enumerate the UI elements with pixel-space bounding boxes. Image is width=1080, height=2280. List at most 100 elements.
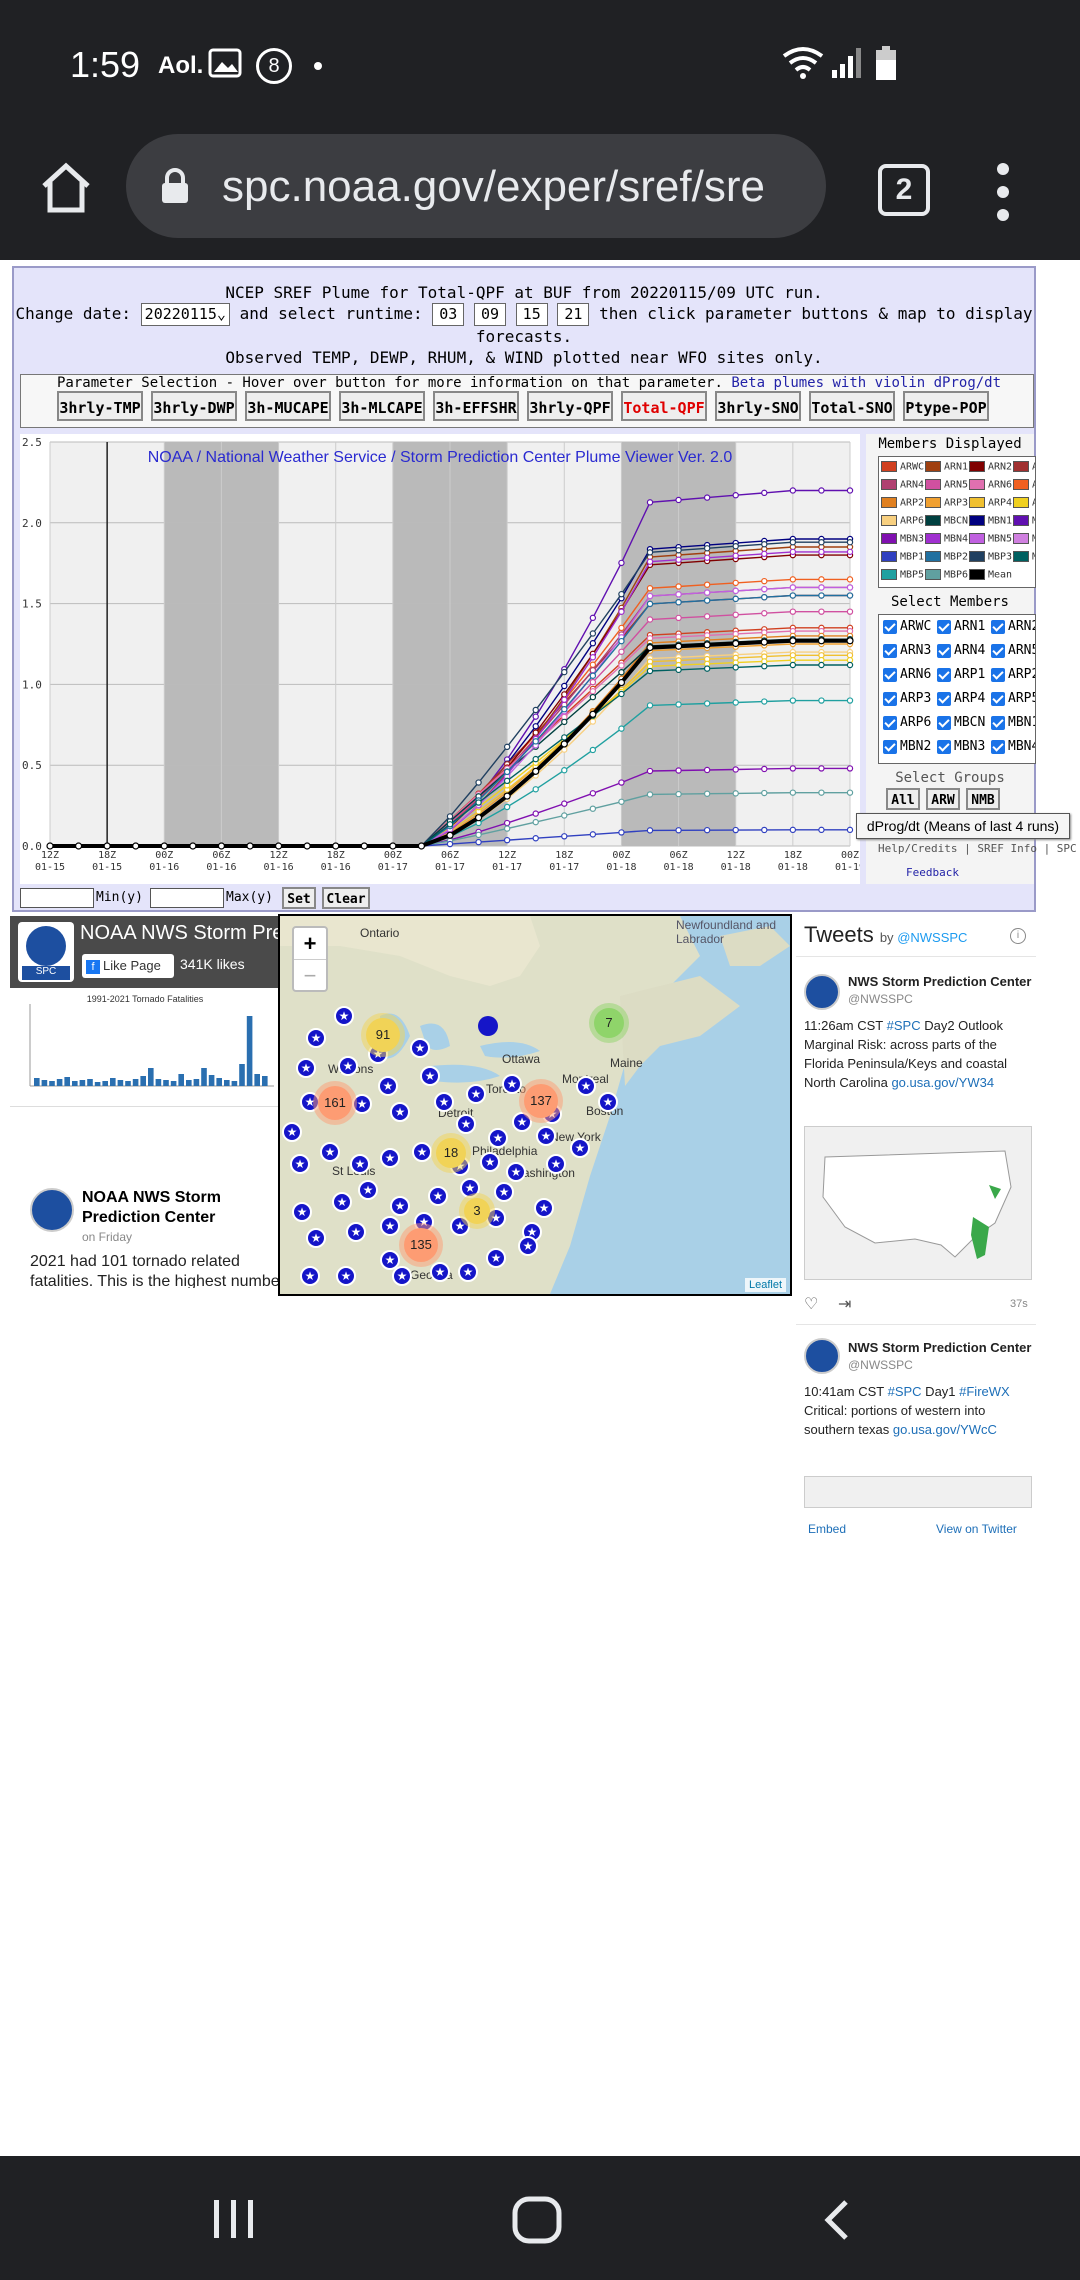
wfo-station-marker[interactable]: ★ xyxy=(306,1028,326,1048)
leaflet-attribution-link[interactable]: Leaflet xyxy=(744,1278,786,1292)
hashtag-link[interactable]: #SPC xyxy=(886,1018,921,1033)
wfo-station-marker[interactable]: ★ xyxy=(292,1202,312,1222)
fb-page-name[interactable]: NOAA NWS Storm Pre... xyxy=(80,922,280,944)
wfo-station-marker[interactable]: ★ xyxy=(518,1236,538,1256)
feedback-link[interactable]: Feedback xyxy=(906,866,959,879)
wfo-station-marker[interactable]: ★ xyxy=(290,1154,310,1174)
member-checkbox[interactable]: ARN3 xyxy=(883,643,931,658)
wfo-station-marker[interactable]: ★ xyxy=(334,1006,354,1026)
wfo-station-marker[interactable]: ★ xyxy=(336,1266,356,1286)
wfo-station-marker[interactable]: ★ xyxy=(380,1148,400,1168)
member-checkbox[interactable]: MBCN xyxy=(937,715,985,730)
member-checkbox[interactable]: ARN6 xyxy=(883,667,931,682)
wfo-station-marker[interactable]: ★ xyxy=(420,1066,440,1086)
cluster-7[interactable]: 7 xyxy=(594,1008,624,1038)
runtime-21-button[interactable]: 21 xyxy=(557,303,590,326)
wfo-station-marker[interactable]: ★ xyxy=(346,1222,366,1242)
fb-post-author[interactable]: NOAA NWS Storm Prediction Center xyxy=(82,1189,221,1226)
wfo-station-marker[interactable]: ★ xyxy=(358,1180,378,1200)
wfo-station-marker[interactable]: ★ xyxy=(460,1178,480,1198)
wfo-station-marker[interactable]: ★ xyxy=(536,1126,556,1146)
wfo-station-marker[interactable]: ★ xyxy=(390,1196,410,1216)
min-y-input[interactable] xyxy=(20,888,94,908)
cluster-137[interactable]: 137 xyxy=(524,1084,558,1118)
wfo-station-marker[interactable]: ★ xyxy=(350,1154,370,1174)
member-checkbox[interactable]: ARN5 xyxy=(991,643,1035,658)
wfo-station-marker[interactable]: ★ xyxy=(546,1154,566,1174)
wfo-station-marker[interactable]: ★ xyxy=(450,1216,470,1236)
param-3hrly-sno-button[interactable]: 3hrly-SNO xyxy=(715,391,801,421)
view-on-twitter-link[interactable]: View on Twitter xyxy=(936,1522,1017,1536)
wfo-station-marker[interactable]: ★ xyxy=(598,1092,618,1112)
member-checkbox[interactable]: MBN3 xyxy=(937,739,985,754)
wfo-station-marker[interactable]: ★ xyxy=(456,1114,476,1134)
member-checkbox[interactable]: ARWC xyxy=(883,619,931,634)
wfo-station-marker[interactable]: ★ xyxy=(466,1084,486,1104)
share-icon[interactable]: ⇥ xyxy=(838,1296,852,1313)
wfo-station-marker[interactable]: ★ xyxy=(486,1248,506,1268)
wfo-station-marker[interactable]: ★ xyxy=(412,1142,432,1162)
wfo-station-marker[interactable]: ★ xyxy=(380,1250,400,1270)
wfo-station-marker[interactable]: ★ xyxy=(352,1094,372,1114)
member-checkbox[interactable]: ARP4 xyxy=(937,691,985,706)
wfo-station-marker[interactable]: ★ xyxy=(570,1138,590,1158)
wfo-station-marker[interactable]: ★ xyxy=(512,1112,532,1132)
like-icon[interactable]: ♡ xyxy=(804,1296,819,1313)
hashtag-link[interactable]: #SPC xyxy=(887,1384,922,1399)
member-checkbox[interactable]: ARN2 xyxy=(991,619,1035,634)
wfo-station-marker[interactable]: ★ xyxy=(494,1182,514,1202)
group-all-button[interactable]: All xyxy=(886,788,920,810)
wfo-station-marker[interactable]: ★ xyxy=(332,1192,352,1212)
fb-like-button[interactable]: f Like Page xyxy=(82,954,174,978)
param-3h-mucape-button[interactable]: 3h-MUCAPE xyxy=(245,391,331,421)
clear-button[interactable]: Clear xyxy=(322,887,370,909)
wfo-station-marker[interactable] xyxy=(478,1016,498,1036)
wfo-station-marker[interactable]: ★ xyxy=(434,1092,454,1112)
member-checkbox[interactable]: ARP6 xyxy=(883,715,931,730)
cluster-18[interactable]: 18 xyxy=(436,1138,466,1168)
group-arw-button[interactable]: ARW xyxy=(926,788,960,810)
wfo-map[interactable]: + − Ontario Newfoundland and Labrador Ot… xyxy=(278,914,792,1296)
tweet-map-image[interactable] xyxy=(804,1126,1032,1280)
wfo-station-marker[interactable]: ★ xyxy=(320,1142,340,1162)
wfo-station-marker[interactable]: ★ xyxy=(502,1074,522,1094)
member-checkbox[interactable]: ARP1 xyxy=(937,667,985,682)
member-checkbox[interactable]: ARN4 xyxy=(937,643,985,658)
member-checkbox[interactable]: ARP2 xyxy=(991,667,1035,682)
embed-link[interactable]: Embed xyxy=(808,1522,847,1536)
tab-switcher-button[interactable]: 2 xyxy=(878,164,930,216)
address-bar[interactable]: spc.noaa.gov/exper/sref/sre xyxy=(126,134,826,238)
group-nmb-button[interactable]: NMB xyxy=(966,788,1000,810)
wfo-station-marker[interactable]: ★ xyxy=(296,1058,316,1078)
member-checkbox[interactable]: MBN1 xyxy=(991,715,1035,730)
wfo-station-marker[interactable]: ★ xyxy=(338,1056,358,1076)
member-checkbox[interactable]: MBN2 xyxy=(883,739,931,754)
param-3hrly-tmp-button[interactable]: 3hrly-TMP xyxy=(57,391,143,421)
param-3hrly-dwp-button[interactable]: 3hrly-DWP xyxy=(151,391,237,421)
wfo-station-marker[interactable]: ★ xyxy=(390,1102,410,1122)
tweet-link[interactable]: go.usa.gov/YW34 xyxy=(891,1075,995,1090)
member-checkbox[interactable]: ARP5 xyxy=(991,691,1035,706)
wfo-station-marker[interactable]: ★ xyxy=(430,1262,450,1282)
member-checkbox[interactable]: MBP1 xyxy=(937,763,985,764)
param-ptype-pop-button[interactable]: Ptype-POP xyxy=(903,391,989,421)
wfo-station-marker[interactable]: ★ xyxy=(282,1122,302,1142)
param-3h-mlcape-button[interactable]: 3h-MLCAPE xyxy=(339,391,425,421)
wfo-station-marker[interactable]: ★ xyxy=(576,1076,596,1096)
member-checkbox[interactable]: ARP3 xyxy=(883,691,931,706)
max-y-input[interactable] xyxy=(150,888,224,908)
wfo-station-marker[interactable]: ★ xyxy=(534,1198,554,1218)
wfo-station-marker[interactable]: ★ xyxy=(300,1266,320,1286)
param-total-sno-button[interactable]: Total-SNO xyxy=(809,391,895,421)
cluster-161[interactable]: 161 xyxy=(318,1086,352,1120)
home-icon[interactable] xyxy=(38,160,94,216)
cluster-91[interactable]: 91 xyxy=(366,1018,400,1052)
cluster-135[interactable]: 135 xyxy=(404,1228,438,1262)
tweet-link[interactable]: go.usa.gov/YWcC xyxy=(892,1422,997,1437)
wfo-station-marker[interactable]: ★ xyxy=(306,1228,326,1248)
wfo-station-marker[interactable]: ★ xyxy=(392,1266,412,1286)
param-3h-effshr-button[interactable]: 3h-EFFSHR xyxy=(433,391,519,421)
runtime-15-button[interactable]: 15 xyxy=(515,303,548,326)
date-select[interactable]: 20220115⌄ xyxy=(140,303,230,326)
wfo-station-marker[interactable]: ★ xyxy=(410,1038,430,1058)
